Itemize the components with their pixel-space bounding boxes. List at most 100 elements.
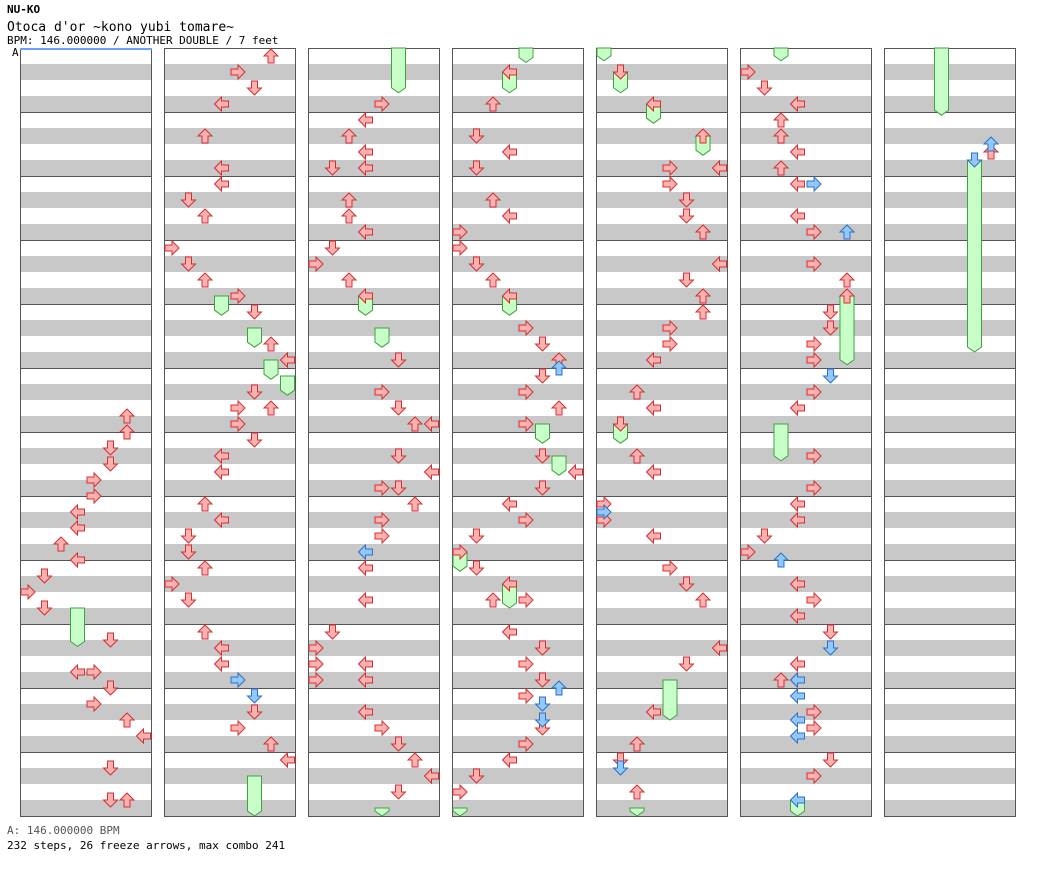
step-arrow xyxy=(789,511,805,529)
step-arrow xyxy=(452,543,468,561)
step-arrow xyxy=(230,63,246,81)
step-arrow xyxy=(789,495,805,513)
step-arrow xyxy=(196,496,214,512)
beat-band xyxy=(20,608,152,624)
step-arrow xyxy=(86,663,102,681)
step-arrow xyxy=(806,591,822,609)
step-arrow xyxy=(501,207,517,225)
step-arrow xyxy=(308,639,324,657)
chart-column-6 xyxy=(740,47,872,817)
beat-band xyxy=(452,288,584,304)
beat-band xyxy=(164,320,296,336)
step-arrow xyxy=(86,695,102,713)
step-arrow xyxy=(390,736,407,752)
beat-band xyxy=(452,320,584,336)
step-arrow xyxy=(164,575,180,593)
beat-band xyxy=(884,640,1016,656)
step-arrow xyxy=(756,80,773,96)
step-arrow xyxy=(357,287,373,305)
step-arrow xyxy=(822,304,839,320)
step-arrow xyxy=(118,712,136,728)
step-arrow xyxy=(308,255,324,273)
beat-band xyxy=(20,320,152,336)
beat-band xyxy=(596,352,728,368)
beat-band xyxy=(596,640,728,656)
freeze-arrow xyxy=(70,607,85,648)
step-arrow xyxy=(196,128,214,144)
beat-band xyxy=(308,736,440,752)
step-arrow xyxy=(423,463,439,481)
freeze-arrow xyxy=(247,327,262,348)
step-arrow xyxy=(534,480,551,496)
beat-band xyxy=(20,672,152,688)
beat-band xyxy=(740,800,872,816)
beat-band xyxy=(164,128,296,144)
beat-band xyxy=(308,64,440,80)
step-arrow xyxy=(789,175,805,193)
step-arrow xyxy=(628,448,646,464)
step-arrow xyxy=(180,544,197,560)
chart-column-2 xyxy=(164,48,296,817)
step-arrow xyxy=(69,503,85,521)
beat-band xyxy=(308,192,440,208)
column-border xyxy=(164,48,296,817)
step-arrow xyxy=(423,767,439,785)
step-arrow xyxy=(357,159,373,177)
chart-info: BPM: 146.000000 / ANOTHER DOUBLE / 7 fee… xyxy=(7,34,279,47)
step-arrow xyxy=(213,639,229,657)
step-arrow xyxy=(390,448,407,464)
step-arrow xyxy=(36,600,53,616)
beat-band xyxy=(164,96,296,112)
beat-band xyxy=(452,352,584,368)
beat-band xyxy=(596,480,728,496)
beat-band xyxy=(452,128,584,144)
beat-band xyxy=(164,256,296,272)
step-arrow xyxy=(213,175,229,193)
beat-band xyxy=(452,224,584,240)
beat-band xyxy=(164,64,296,80)
beat-band xyxy=(740,256,872,272)
beat-band xyxy=(452,640,584,656)
step-arrow xyxy=(374,95,390,113)
step-arrow-offbeat xyxy=(806,175,822,193)
beat-band xyxy=(596,160,728,176)
step-arrow xyxy=(645,399,661,417)
beat-band xyxy=(596,256,728,272)
step-arrow xyxy=(484,272,502,288)
beat-band xyxy=(884,224,1016,240)
beat-band xyxy=(452,512,584,528)
beat-band xyxy=(740,320,872,336)
beat-band xyxy=(596,416,728,432)
step-arrow xyxy=(246,80,263,96)
step-arrow xyxy=(518,735,534,753)
beat-band xyxy=(20,704,152,720)
beat-band xyxy=(308,544,440,560)
beat-band xyxy=(308,640,440,656)
beat-band xyxy=(884,352,1016,368)
freeze-arrow xyxy=(535,423,550,444)
beat-band xyxy=(164,160,296,176)
beat-band xyxy=(596,128,728,144)
step-arrow xyxy=(36,568,53,584)
beat-band xyxy=(740,192,872,208)
step-arrow xyxy=(484,592,502,608)
beat-band xyxy=(164,768,296,784)
beat-band xyxy=(308,384,440,400)
beat-band xyxy=(164,224,296,240)
step-arrow xyxy=(628,736,646,752)
step-arrow-offbeat xyxy=(534,696,551,712)
step-arrow xyxy=(806,223,822,241)
freeze-arrow xyxy=(518,47,534,64)
step-arrow xyxy=(518,511,534,529)
beat-band xyxy=(596,192,728,208)
step-arrow xyxy=(678,656,695,672)
beat-band xyxy=(164,736,296,752)
step-arrow xyxy=(452,239,468,257)
step-arrow xyxy=(806,383,822,401)
step-arrow-offbeat xyxy=(772,552,790,568)
step-arrow xyxy=(678,192,695,208)
step-arrow-offbeat xyxy=(966,152,983,168)
step-arrow-offbeat xyxy=(982,136,1000,152)
step-arrow xyxy=(230,399,246,417)
